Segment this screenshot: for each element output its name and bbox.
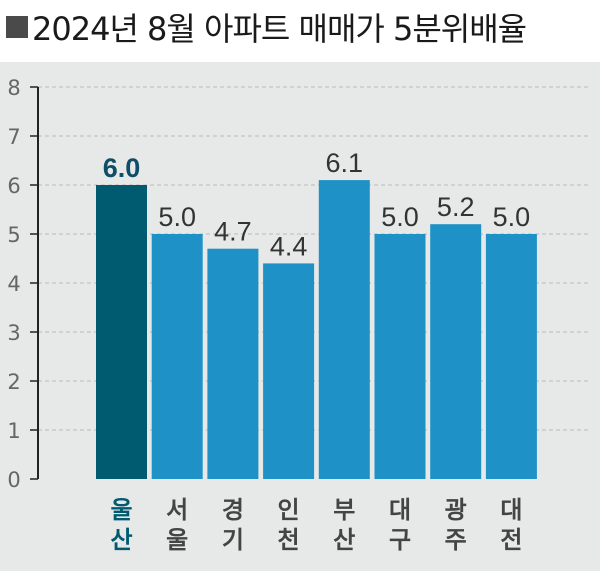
- bar-대구: [374, 234, 426, 479]
- value-label: 5.0: [381, 202, 419, 232]
- y-tick-label: 2: [7, 370, 20, 394]
- bars: [96, 180, 537, 479]
- bar-대전: [485, 234, 537, 479]
- chart-title: 2024년 8월 아파트 매매가 5분위배율: [6, 6, 527, 48]
- y-tick-label: 0: [7, 468, 20, 492]
- y-tick-label: 8: [7, 76, 20, 100]
- y-tick-label: 7: [7, 125, 20, 149]
- bar-경기: [207, 248, 259, 479]
- y-tick-label: 5: [7, 223, 20, 247]
- value-labels: 6.0 5.0 4.7 4.4 6.1 5.0 5.2 5.0: [103, 148, 530, 261]
- bar-광주: [430, 224, 482, 479]
- value-label: 5.0: [158, 202, 196, 232]
- y-tick-label: 4: [7, 272, 20, 296]
- value-label: 5.2: [437, 192, 475, 222]
- bar-서울: [151, 234, 203, 479]
- value-label: 6.0: [103, 153, 141, 183]
- y-axis: 0 1 2 3 4 5 6 7 8: [7, 76, 39, 492]
- category-labels: 울 산 서 울 경 기 인 천 부 산 대 구 광 주 대 전: [110, 496, 522, 554]
- value-label: 4.4: [270, 231, 308, 261]
- title-square-icon: [6, 16, 28, 38]
- value-label: 5.0: [493, 202, 531, 232]
- y-tick-label: 6: [7, 174, 20, 198]
- bar-인천: [263, 263, 315, 479]
- value-label: 6.1: [326, 148, 364, 178]
- bar-부산: [318, 180, 370, 479]
- y-tick-label: 3: [7, 321, 20, 345]
- value-label: 4.7: [214, 217, 252, 247]
- chart-title-text: 2024년 8월 아파트 매매가 5분위배율: [32, 10, 527, 48]
- y-tick-label: 1: [7, 419, 20, 443]
- bar-울산: [96, 185, 147, 479]
